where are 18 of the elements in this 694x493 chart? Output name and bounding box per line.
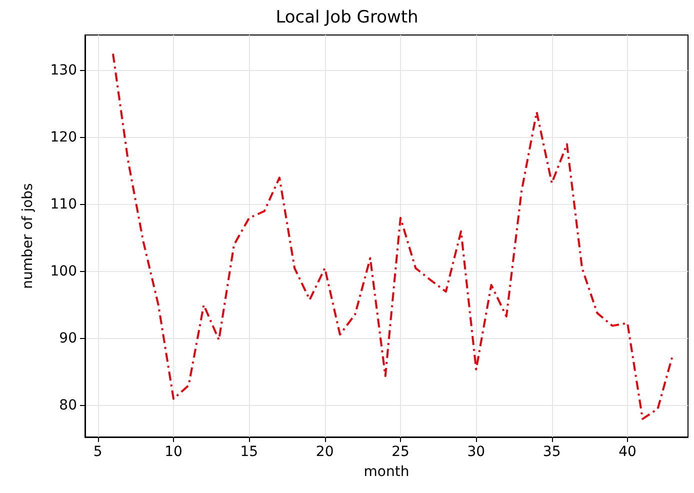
y-tick-label: 130: [50, 62, 77, 79]
chart-title: Local Job Growth: [276, 8, 418, 28]
x-tick-label: 15: [240, 444, 258, 460]
y-tick-label: 90: [59, 330, 77, 347]
x-tick-label: 40: [618, 444, 636, 460]
y-tick-label: 110: [50, 196, 77, 213]
y-tick-label: 80: [59, 398, 77, 414]
line-series: [112, 52, 674, 420]
x-axis-title: month: [364, 464, 410, 480]
y-axis-title: number of jobs: [20, 183, 36, 289]
x-tick-label: 35: [542, 444, 561, 460]
x-tick-label: 20: [316, 444, 334, 460]
x-tick-label: 5: [93, 444, 102, 460]
x-tick-label: 30: [467, 444, 486, 460]
x-tick-label: 10: [164, 444, 182, 460]
y-tick-label: 120: [50, 130, 77, 146]
y-tick-label: 100: [50, 264, 77, 280]
x-tick-label: 25: [392, 444, 410, 460]
